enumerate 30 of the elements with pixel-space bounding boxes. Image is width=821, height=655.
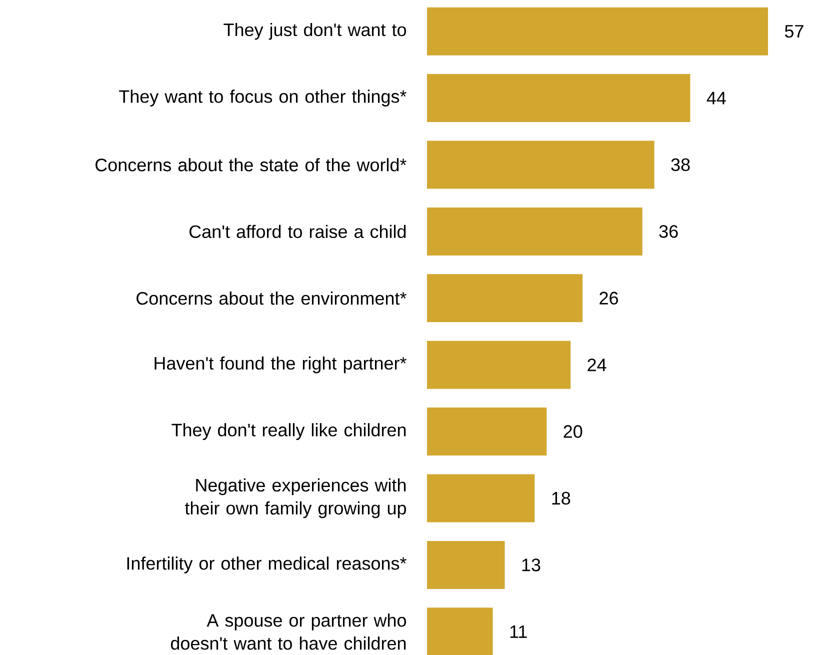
bar <box>427 274 583 322</box>
y-tick-label: Negative experiences with their own family growing up <box>184 478 406 518</box>
y-tick-label: Can't afford to raise a child <box>190 224 406 238</box>
data-label: 57 <box>784 25 804 38</box>
y-tick-label: They want to focus on other things* <box>119 90 406 106</box>
bar <box>427 207 642 256</box>
bar <box>427 140 654 189</box>
y-tick-label: They don't really like children <box>172 423 406 440</box>
data-label: 11 <box>510 625 527 638</box>
y-tick-label: Haven't found the right partner* <box>154 356 406 374</box>
data-label: 24 <box>588 358 606 372</box>
bar <box>427 540 505 589</box>
bar <box>427 608 493 655</box>
data-label: 26 <box>600 292 618 305</box>
data-label: 44 <box>706 92 726 104</box>
bar <box>427 408 547 456</box>
bar <box>427 340 571 389</box>
y-tick-label: A spouse or partner who doesn't want to have children <box>170 614 406 650</box>
data-label: 20 <box>564 425 582 438</box>
bar <box>427 474 535 522</box>
data-label: 13 <box>522 558 540 572</box>
y-tick-label: Infertility or other medical reasons* <box>127 556 406 574</box>
bar <box>427 74 690 122</box>
data-label: 36 <box>659 225 678 238</box>
data-label: 18 <box>552 492 570 505</box>
data-label: 38 <box>671 158 690 172</box>
y-tick-label: Concerns about the state of the world* <box>96 158 406 172</box>
y-tick-label: They just don't want to <box>224 22 406 40</box>
y-tick-label: Concerns about the environment* <box>136 292 406 305</box>
bar <box>427 7 768 56</box>
